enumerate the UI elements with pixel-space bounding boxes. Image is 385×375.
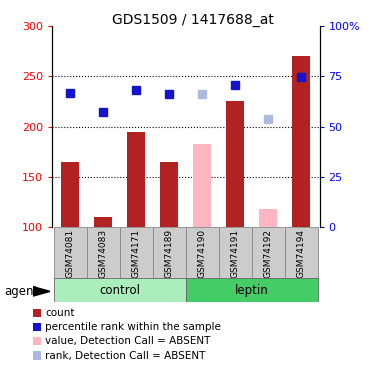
Polygon shape	[33, 286, 50, 296]
Text: GSM74081: GSM74081	[66, 228, 75, 278]
Text: count: count	[45, 308, 75, 318]
Bar	[292, 56, 310, 227]
Bar	[153, 227, 186, 279]
Text: GSM74083: GSM74083	[99, 228, 108, 278]
Bar	[186, 278, 318, 302]
Text: GSM74192: GSM74192	[264, 229, 273, 278]
Text: GDS1509 / 1417688_at: GDS1509 / 1417688_at	[112, 13, 273, 27]
Bar	[54, 278, 186, 302]
Text: percentile rank within the sample: percentile rank within the sample	[45, 322, 221, 332]
Bar	[252, 227, 285, 279]
Bar	[120, 227, 153, 279]
Text: leptin: leptin	[235, 284, 269, 297]
Bar	[226, 102, 244, 227]
Text: rank, Detection Call = ABSENT: rank, Detection Call = ABSENT	[45, 351, 206, 360]
Bar	[259, 209, 278, 227]
Text: agent: agent	[4, 285, 38, 298]
Bar	[160, 162, 178, 227]
Bar	[87, 227, 120, 279]
Bar	[127, 132, 145, 227]
Bar	[285, 227, 318, 279]
Bar	[94, 217, 112, 227]
Bar	[61, 162, 79, 227]
Text: GSM74194: GSM74194	[297, 229, 306, 278]
Bar	[186, 227, 219, 279]
Bar	[193, 144, 211, 227]
Text: GSM74189: GSM74189	[165, 228, 174, 278]
Text: value, Detection Call = ABSENT: value, Detection Call = ABSENT	[45, 336, 211, 346]
Bar	[219, 227, 252, 279]
Text: GSM74191: GSM74191	[231, 228, 240, 278]
Text: control: control	[99, 284, 140, 297]
Text: GSM74171: GSM74171	[132, 228, 141, 278]
Text: GSM74190: GSM74190	[198, 228, 207, 278]
Bar	[54, 227, 87, 279]
